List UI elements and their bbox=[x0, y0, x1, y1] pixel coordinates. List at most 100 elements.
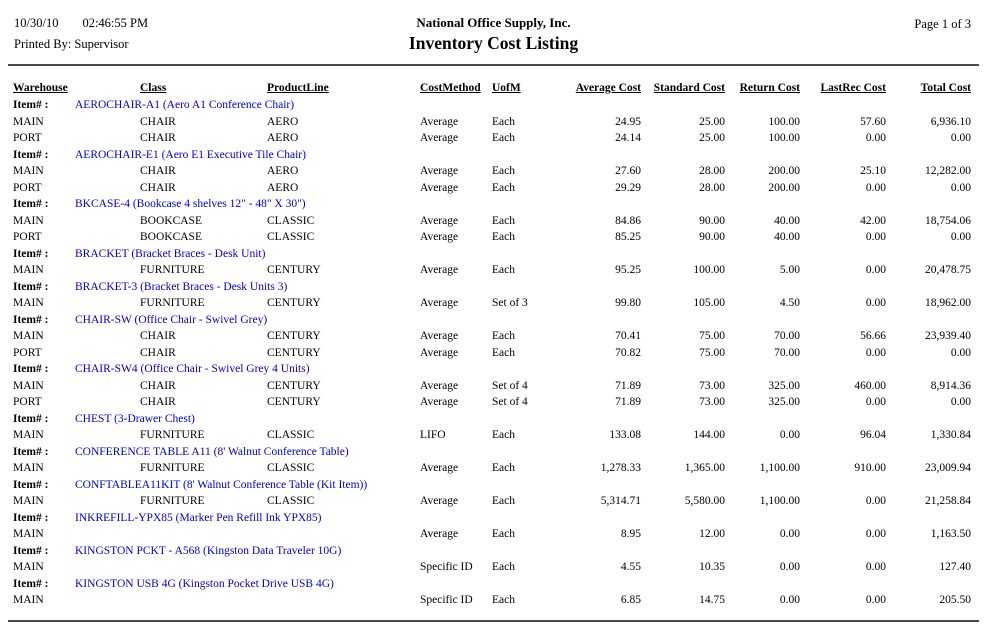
item-description-link[interactable]: CHAIR-SW4 (Office Chair - Swivel Grey 4 … bbox=[75, 363, 310, 375]
cell-productline: AERO bbox=[267, 165, 299, 177]
table-row: PORT CHAIR CENTURY Average Each 70.82 75… bbox=[0, 345, 987, 362]
item-description-link[interactable]: KINGSTON USB 4G (Kingston Pocket Drive U… bbox=[75, 577, 334, 590]
report-table-body: Item# : AEROCHAIR-A1 (Aero A1 Conference… bbox=[0, 97, 987, 609]
item-description-link[interactable]: CHAIR-SW (Office Chair - Swivel Grey) bbox=[75, 313, 268, 326]
cell-average-cost: 70.41 bbox=[615, 330, 641, 342]
column-header-class: Class bbox=[140, 82, 167, 94]
cell-average-cost: 70.82 bbox=[615, 346, 641, 359]
cell-average-cost: 1,278.33 bbox=[600, 462, 641, 474]
cell-return-cost: 0.00 bbox=[779, 594, 800, 606]
item-number-label: Item# : bbox=[13, 280, 49, 293]
cell-warehouse: PORT bbox=[13, 181, 42, 194]
cell-standard-cost: 73.00 bbox=[699, 396, 725, 408]
cell-warehouse: MAIN bbox=[13, 429, 44, 441]
cell-lastrec-cost: 0.00 bbox=[865, 181, 886, 194]
item-group-header: Item# : KINGSTON USB 4G (Kingston Pocket… bbox=[0, 576, 987, 593]
cell-return-cost: 40.00 bbox=[774, 231, 800, 243]
cell-warehouse: MAIN bbox=[13, 594, 44, 606]
cell-productline: AERO bbox=[267, 132, 299, 144]
item-description-link[interactable]: BKCASE-4 (Bookcase 4 shelves 12" - 48" X… bbox=[75, 198, 306, 210]
cell-standard-cost: 25.00 bbox=[699, 115, 725, 128]
cell-productline: CENTURY bbox=[267, 346, 321, 359]
cell-uofm: Each bbox=[492, 346, 515, 359]
cell-productline: CLASSIC bbox=[267, 462, 315, 474]
item-group-header: Item# : INKREFILL-YPX85 (Marker Pen Refi… bbox=[0, 510, 987, 527]
cell-lastrec-cost: 0.00 bbox=[865, 346, 886, 359]
cell-total-cost: 205.50 bbox=[939, 594, 971, 606]
cell-lastrec-cost: 0.00 bbox=[865, 594, 886, 606]
column-header-uofm: UofM bbox=[492, 82, 521, 94]
table-row: PORT CHAIR AERO Average Each 24.14 25.00… bbox=[0, 130, 987, 147]
cell-warehouse: PORT bbox=[13, 346, 42, 359]
cell-return-cost: 0.00 bbox=[779, 561, 800, 573]
cell-uofm: Set of 4 bbox=[492, 396, 528, 408]
cell-standard-cost: 75.00 bbox=[699, 346, 725, 359]
item-description-link[interactable]: AEROCHAIR-E1 (Aero E1 Executive Tile Cha… bbox=[75, 148, 306, 161]
column-header-warehouse: Warehouse bbox=[13, 82, 68, 94]
cell-class: FURNITURE bbox=[140, 297, 205, 309]
cell-total-cost: 1,163.50 bbox=[930, 528, 971, 540]
cell-lastrec-cost: 0.00 bbox=[865, 495, 886, 507]
cell-standard-cost: 28.00 bbox=[699, 165, 725, 177]
item-number-label: Item# : bbox=[13, 247, 49, 260]
cell-total-cost: 18,962.00 bbox=[925, 297, 971, 309]
item-number-label: Item# : bbox=[13, 544, 49, 557]
item-description-link[interactable]: KINGSTON PCKT - A568 (Kingston Data Trav… bbox=[75, 544, 342, 557]
cell-return-cost: 325.00 bbox=[768, 396, 800, 408]
cell-total-cost: 20,478.75 bbox=[925, 264, 971, 276]
cell-total-cost: 0.00 bbox=[950, 132, 971, 144]
column-header-productline: ProductLine bbox=[267, 82, 329, 94]
cell-lastrec-cost: 0.00 bbox=[865, 561, 886, 573]
column-header-return-cost: Return Cost bbox=[739, 82, 800, 94]
item-number-label: Item# : bbox=[13, 198, 49, 210]
report-title: Inventory Cost Listing bbox=[408, 33, 579, 53]
cell-lastrec-cost: 42.00 bbox=[860, 214, 886, 227]
cell-uofm: Each bbox=[492, 165, 515, 177]
item-description-link[interactable]: INKREFILL-YPX85 (Marker Pen Refill Ink Y… bbox=[75, 511, 322, 524]
cell-average-cost: 29.29 bbox=[615, 181, 641, 194]
item-group-header: Item# : CONFTABLEA11KIT (8' Walnut Confe… bbox=[0, 477, 987, 494]
cell-class: BOOKCASE bbox=[140, 231, 202, 243]
item-group-header: Item# : AEROCHAIR-A1 (Aero A1 Conference… bbox=[0, 97, 987, 114]
cell-total-cost: 23,009.94 bbox=[925, 462, 971, 474]
cell-warehouse: MAIN bbox=[13, 462, 44, 474]
table-row: MAIN CHAIR CENTURY Average Set of 4 71.8… bbox=[0, 378, 987, 395]
table-row: PORT CHAIR AERO Average Each 29.29 28.00… bbox=[0, 180, 987, 197]
cell-average-cost: 95.25 bbox=[615, 264, 641, 276]
cell-standard-cost: 100.00 bbox=[693, 264, 725, 276]
item-description-link[interactable]: CONFTABLEA11KIT (8' Walnut Conference Ta… bbox=[75, 478, 368, 491]
item-description-link[interactable]: BRACKET-3 (Bracket Braces - Desk Units 3… bbox=[75, 280, 288, 293]
table-row: MAIN FURNITURE CLASSIC Average Each 5,31… bbox=[0, 493, 987, 510]
cell-warehouse: MAIN bbox=[13, 379, 44, 392]
cell-class: BOOKCASE bbox=[140, 214, 202, 227]
cell-average-cost: 6.85 bbox=[620, 594, 641, 606]
item-description-link[interactable]: AEROCHAIR-A1 (Aero A1 Conference Chair) bbox=[75, 99, 295, 111]
cell-warehouse: MAIN bbox=[13, 330, 44, 342]
cell-productline: CENTURY bbox=[267, 379, 321, 392]
item-description-link[interactable]: BRACKET (Bracket Braces - Desk Unit) bbox=[75, 247, 266, 260]
cell-standard-cost: 75.00 bbox=[699, 330, 725, 342]
cell-class: CHAIR bbox=[140, 330, 176, 342]
cell-uofm: Each bbox=[492, 264, 515, 276]
cell-costmethod: LIFO bbox=[420, 429, 446, 441]
cell-costmethod: Specific ID bbox=[420, 594, 473, 606]
cell-average-cost: 27.60 bbox=[615, 165, 641, 177]
item-description-link[interactable]: CONFERENCE TABLE A11 (8' Walnut Conferen… bbox=[75, 445, 349, 458]
cell-warehouse: MAIN bbox=[13, 165, 44, 177]
cell-uofm: Each bbox=[492, 115, 515, 128]
table-row: MAIN Average Each 8.95 12.00 0.00 0.00 1… bbox=[0, 526, 987, 543]
cell-lastrec-cost: 0.00 bbox=[865, 528, 886, 540]
cell-productline: CENTURY bbox=[267, 396, 321, 408]
item-description-link[interactable]: CHEST (3-Drawer Chest) bbox=[75, 412, 195, 425]
cell-standard-cost: 10.35 bbox=[699, 561, 725, 573]
cell-class: FURNITURE bbox=[140, 495, 205, 507]
cell-productline bbox=[267, 559, 420, 576]
cell-uofm: Each bbox=[492, 528, 515, 540]
item-group-header: Item# : BRACKET (Bracket Braces - Desk U… bbox=[0, 246, 987, 263]
cell-return-cost: 40.00 bbox=[774, 214, 800, 227]
cell-warehouse: MAIN bbox=[13, 214, 44, 227]
cell-standard-cost: 1,365.00 bbox=[684, 462, 725, 474]
cell-average-cost: 71.89 bbox=[615, 396, 641, 408]
cell-total-cost: 12,282.00 bbox=[925, 165, 971, 177]
